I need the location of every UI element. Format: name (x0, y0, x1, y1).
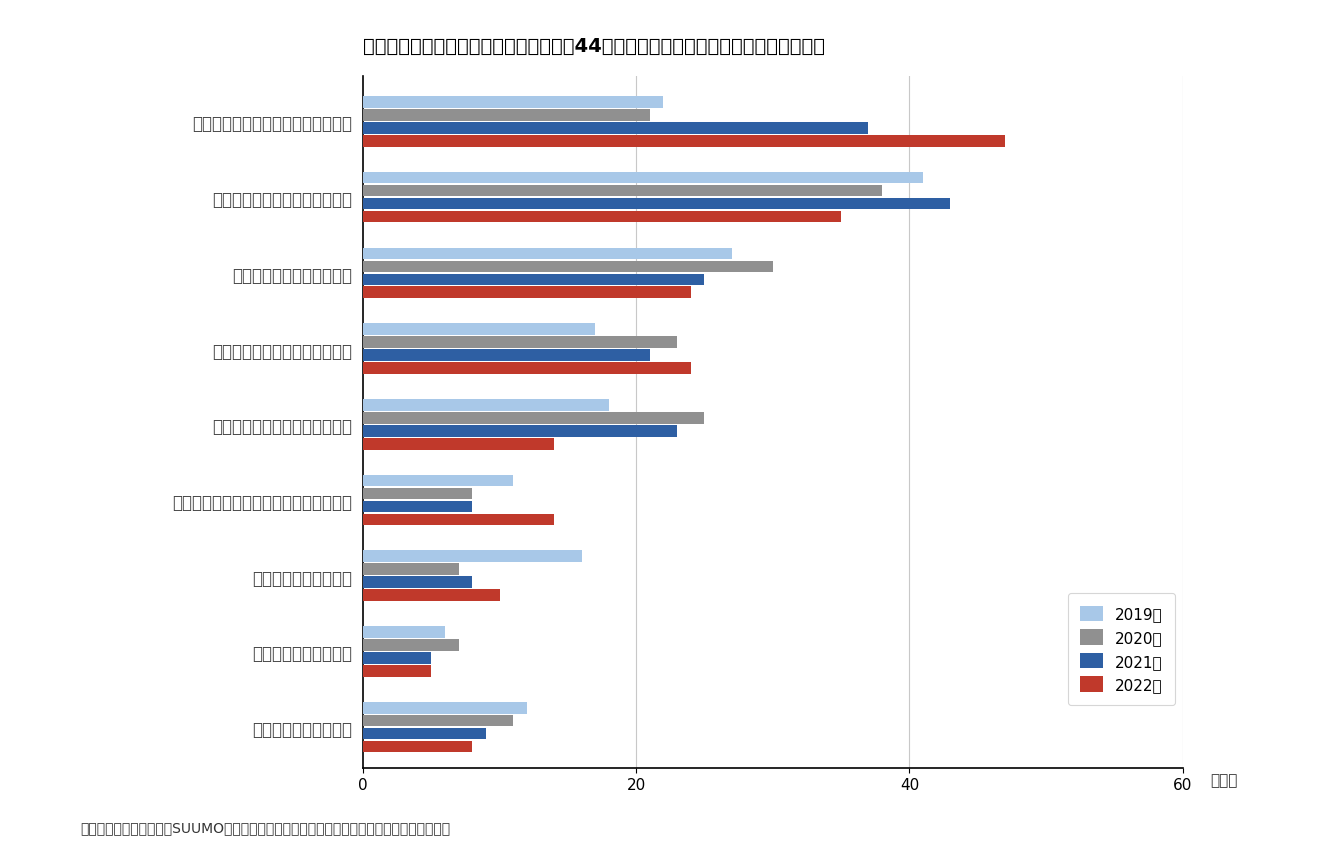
Bar (363, 488, 472, 500)
Bar (363, 475, 513, 487)
Bar (363, 199, 950, 210)
Bar (363, 248, 731, 260)
Bar (363, 577, 472, 589)
Bar (363, 640, 458, 651)
Bar (363, 426, 677, 437)
Bar (363, 363, 691, 374)
Bar (363, 186, 882, 197)
Bar (363, 551, 582, 562)
Bar (363, 110, 650, 121)
Bar (363, 123, 868, 135)
Legend: 2019年, 2020年, 2021年, 2022年: 2019年, 2020年, 2021年, 2022年 (1067, 594, 1175, 705)
Bar (363, 212, 841, 223)
Bar (363, 514, 554, 525)
Bar (363, 589, 500, 601)
Bar (363, 413, 704, 424)
Bar (363, 715, 513, 727)
Bar (363, 728, 487, 740)
Text: （％）: （％） (1210, 773, 1238, 787)
Text: 図表６　住宅が「買い時だ」と答えた人44％が、そのように思った理由（複数回答）: 図表６ 住宅が「買い時だ」と答えた人44％が、そのように思った理由（複数回答） (363, 37, 825, 55)
Bar (363, 665, 431, 677)
Bar (363, 741, 472, 752)
Bar (363, 564, 458, 575)
Bar (363, 172, 923, 184)
Bar (363, 626, 445, 638)
Bar (363, 653, 431, 664)
Bar (363, 337, 677, 348)
Bar (363, 136, 1005, 148)
Bar (363, 324, 595, 335)
Bar (363, 702, 527, 714)
Bar (363, 399, 609, 411)
Bar (363, 261, 773, 273)
Bar (363, 97, 664, 108)
Bar (363, 501, 472, 513)
Bar (363, 438, 554, 450)
Bar (363, 350, 650, 362)
Bar (363, 287, 691, 299)
Text: （資料）　リクルート（SUUMOリサーチセンター）の公表を基にニッセイ基礎研究所が作成: （資料） リクルート（SUUMOリサーチセンター）の公表を基にニッセイ基礎研究所… (81, 821, 450, 835)
Bar (363, 274, 704, 286)
